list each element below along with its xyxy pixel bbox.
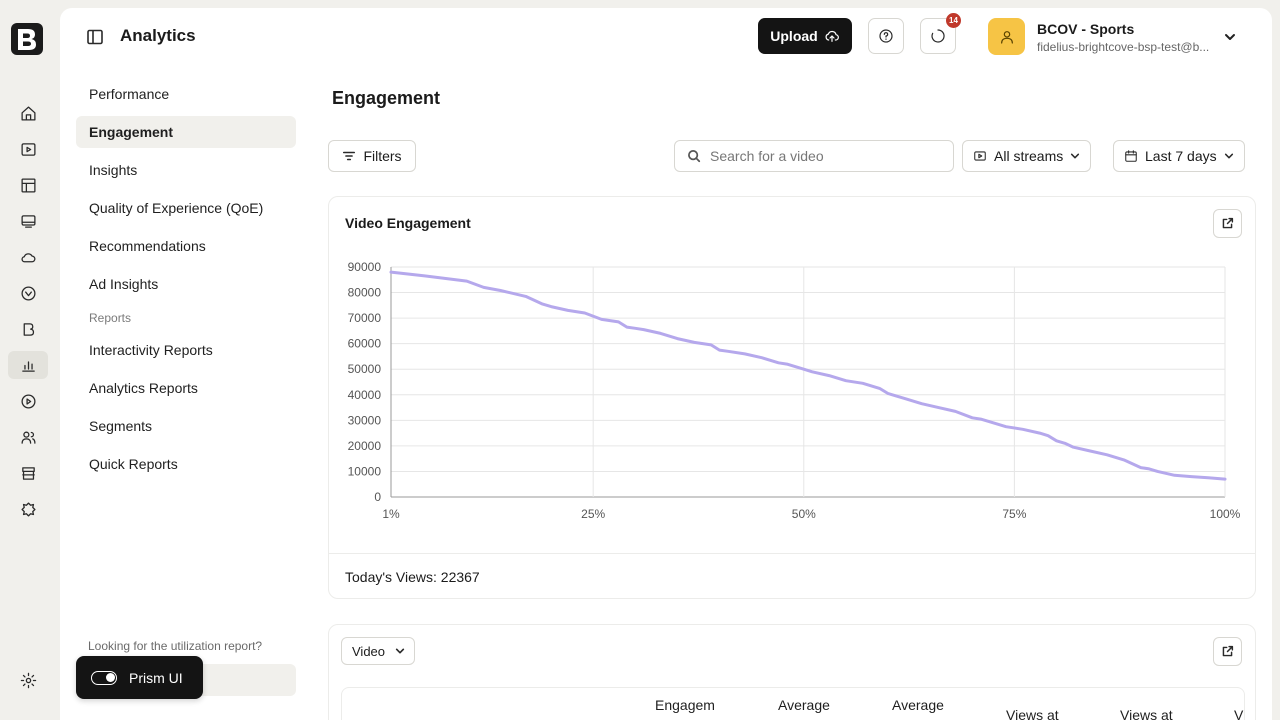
search-icon	[688, 150, 701, 163]
search-input[interactable]	[710, 148, 930, 164]
analytics-icon[interactable]	[8, 351, 48, 379]
engagement-series-line	[389, 270, 1227, 481]
column-header-average-2[interactable]: Average	[892, 697, 944, 713]
y-tick-label: 50000	[348, 362, 382, 376]
x-tick-label: 100%	[1210, 507, 1241, 521]
player-icon[interactable]	[8, 207, 48, 235]
y-tick-label: 70000	[348, 311, 382, 325]
streams-select[interactable]: All streams	[962, 140, 1092, 172]
x-tick-label: 75%	[1002, 507, 1026, 521]
column-header-truncated[interactable]: V	[1234, 707, 1244, 720]
column-header-views-at-1[interactable]: Views at	[1006, 707, 1059, 720]
filter-icon	[343, 151, 356, 161]
notification-badge: 14	[946, 13, 961, 28]
nav-item-analytics-reports[interactable]: Analytics Reports	[89, 380, 198, 396]
export-button[interactable]	[1213, 209, 1242, 238]
prism-ui-toggle[interactable]: Prism UI	[76, 656, 203, 699]
y-tick-label: 60000	[348, 337, 382, 351]
y-tick-label: 40000	[348, 388, 382, 402]
user-icon	[1000, 30, 1013, 44]
nav-item-performance[interactable]: Performance	[89, 86, 170, 102]
todays-views: Today's Views: 22367	[345, 569, 480, 585]
live-icon[interactable]	[8, 279, 48, 307]
cloud-icon[interactable]	[8, 243, 48, 271]
store-icon[interactable]	[8, 459, 48, 487]
puzzle-icon[interactable]	[8, 495, 48, 523]
chevron-down-icon	[1071, 153, 1080, 159]
utilization-report-text: Looking for the utilization report?	[88, 639, 263, 653]
x-tick-label: 1%	[382, 507, 400, 521]
filters-label: Filters	[363, 148, 402, 164]
page-title: Engagement	[332, 88, 441, 108]
layout-icon[interactable]	[8, 171, 48, 199]
date-range-label: Last 7 days	[1145, 148, 1217, 164]
streams-label: All streams	[994, 148, 1064, 164]
play-circle-icon[interactable]	[8, 387, 48, 415]
filters-button[interactable]: Filters	[328, 140, 416, 172]
video-search[interactable]	[674, 140, 954, 172]
y-tick-label: 10000	[348, 464, 382, 478]
help-button[interactable]	[868, 18, 904, 54]
brightcove-logo[interactable]	[10, 22, 44, 56]
video-table-card: Video Engagem Average Average Views at V…	[328, 624, 1256, 720]
upload-label: Upload	[770, 28, 818, 44]
sidebar-toggle-icon[interactable]	[86, 28, 104, 46]
users-icon[interactable]	[8, 423, 48, 451]
calendar-icon	[1125, 150, 1137, 162]
nav-item-insights[interactable]: Insights	[89, 162, 138, 178]
table-export-button[interactable]	[1213, 637, 1242, 666]
account-name: BCOV - Sports	[1037, 21, 1135, 37]
help-icon	[879, 29, 893, 43]
column-header-views-at-2[interactable]: Views at	[1120, 707, 1173, 720]
nav-item-interactivity-reports[interactable]: Interactivity Reports	[89, 342, 213, 358]
account-switcher[interactable]: BCOV - Sports fidelius-brightcove-bsp-te…	[988, 18, 1248, 56]
y-tick-label: 80000	[348, 286, 382, 300]
nav-item-engagement[interactable]: Engagement	[76, 116, 296, 148]
card-divider	[329, 553, 1255, 554]
upload-button[interactable]: Upload	[758, 18, 852, 54]
video-select[interactable]: Video	[341, 637, 415, 665]
account-email: fidelius-brightcove-bsp-test@b...	[1037, 40, 1210, 54]
nav-item-recommendations[interactable]: Recommendations	[89, 238, 206, 254]
video-icon	[974, 151, 986, 161]
nav-item-qoe[interactable]: Quality of Experience (QoE)	[89, 200, 264, 216]
column-header-average-1[interactable]: Average	[778, 697, 830, 713]
nav-item-quick-reports[interactable]: Quick Reports	[89, 456, 178, 472]
chevron-down-icon	[1224, 30, 1236, 42]
card-title: Video Engagement	[345, 215, 471, 231]
y-tick-label: 20000	[348, 439, 382, 453]
chevron-down-icon	[395, 648, 405, 654]
brightcove-icon[interactable]	[8, 315, 48, 343]
toggle-switch[interactable]	[91, 670, 117, 685]
x-tick-label: 50%	[792, 507, 816, 521]
external-link-icon	[1222, 217, 1234, 229]
engagement-line-chart: 0 10000 20000 30000 40000 50000 60000 70000 8000…	[348, 260, 1241, 521]
loading-icon	[931, 29, 945, 43]
avatar	[988, 18, 1025, 55]
x-tick-label: 25%	[581, 507, 605, 521]
notifications-button[interactable]: 14	[920, 13, 961, 54]
y-tick-label: 0	[374, 490, 381, 504]
analytics-subnav: Performance Engagement Insights Quality …	[76, 78, 296, 486]
cloud-upload-icon	[825, 30, 839, 42]
nav-item-ad-insights[interactable]: Ad Insights	[89, 276, 159, 292]
home-icon[interactable]	[8, 99, 48, 127]
reports-section-label: Reports	[89, 311, 132, 325]
chevron-down-icon	[1224, 153, 1233, 159]
app-title: Analytics	[120, 26, 196, 45]
main-panel: Analytics Upload 14 BCOV - Sports fideli…	[60, 8, 1272, 720]
nav-item-segments[interactable]: Segments	[89, 418, 153, 434]
y-tick-label: 90000	[348, 260, 382, 274]
video-select-label: Video	[352, 643, 386, 659]
prism-ui-label: Prism UI	[129, 669, 183, 686]
y-tick-label: 30000	[348, 413, 382, 427]
video-engagement-card: Video Engagement 0 10000 20000 30000 40000 50…	[328, 196, 1256, 599]
icon-rail	[0, 0, 58, 720]
external-link-icon	[1222, 645, 1234, 657]
date-range-select[interactable]: Last 7 days	[1113, 140, 1245, 172]
settings-icon[interactable]	[8, 666, 48, 694]
video-icon[interactable]	[8, 135, 48, 163]
column-header-engagement[interactable]: Engagem	[655, 697, 715, 713]
table-header: Engagem Average Average Views at Views a…	[341, 687, 1245, 720]
